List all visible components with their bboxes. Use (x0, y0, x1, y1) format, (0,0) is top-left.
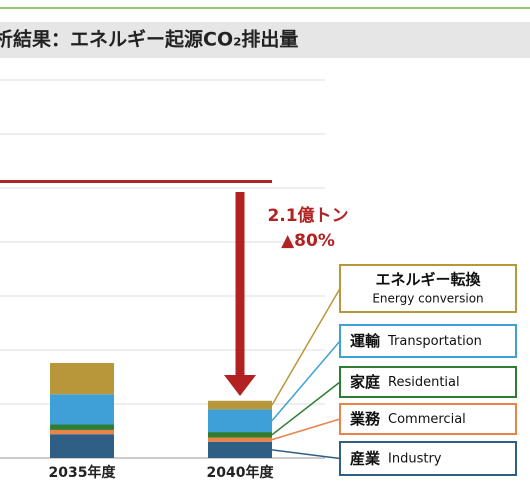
bar-segment (50, 394, 114, 425)
legend-name-en: Residential (388, 375, 460, 390)
legend-box (339, 441, 517, 476)
bar-segment (208, 409, 272, 433)
annotation: ▲80% (281, 231, 335, 251)
bar-segment (208, 432, 272, 438)
legend-label-en: Energy conversion (372, 292, 483, 306)
bar-segment (208, 400, 272, 410)
legend-label: 家庭 Residential (350, 373, 460, 391)
bar-segment (208, 437, 272, 442)
callout-line (271, 381, 341, 436)
legend-label: エネルギー転換 (375, 271, 481, 289)
legend-label: 業務 Commercial (349, 410, 466, 428)
legend-label: 産業 Industry (350, 449, 442, 467)
x-tick-label: 2035年度 (49, 464, 117, 481)
bar-segment (50, 429, 114, 435)
legend-box (339, 324, 517, 358)
callout-line (271, 288, 341, 406)
callout-line (271, 418, 341, 441)
chart-title: 析結果：エネルギー起源CO₂排出量 (0, 28, 298, 51)
bar-segment (50, 434, 114, 458)
arrow-head (224, 375, 256, 396)
legend-name-en: Industry (388, 451, 442, 466)
legend-box (339, 366, 517, 398)
legend-label: 運輸 Transportation (350, 332, 482, 350)
callout-line (271, 449, 341, 460)
callout-line (271, 340, 341, 422)
annotation: 2.1億トン (267, 205, 348, 226)
bar-segment (50, 424, 114, 430)
legend-box (339, 403, 517, 435)
bar-segment (208, 441, 272, 458)
title-bar (0, 22, 530, 58)
legend-name-en: Transportation (387, 334, 482, 349)
legend-box (339, 264, 517, 313)
x-tick-label: 2040年度 (207, 464, 275, 481)
legend-name-en: Commercial (388, 412, 466, 427)
legend-name: 産業 (350, 449, 381, 467)
bar-segment (50, 362, 114, 395)
legend-name: 家庭 (350, 373, 381, 391)
legend-name: 業務 (349, 410, 381, 428)
legend-name: 運輸 (350, 332, 381, 350)
